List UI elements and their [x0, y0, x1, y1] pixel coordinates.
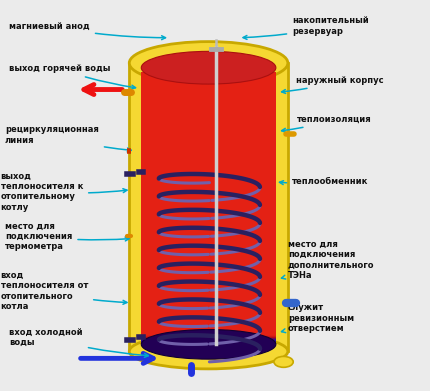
Polygon shape — [141, 127, 276, 336]
Polygon shape — [141, 137, 276, 336]
Polygon shape — [141, 303, 276, 339]
Polygon shape — [141, 224, 276, 338]
Text: выход горячей воды: выход горячей воды — [9, 65, 135, 89]
Text: наружный корпус: наружный корпус — [282, 76, 384, 93]
Polygon shape — [141, 82, 276, 335]
Polygon shape — [141, 252, 276, 338]
Polygon shape — [141, 206, 276, 337]
Polygon shape — [141, 307, 276, 339]
Polygon shape — [141, 229, 276, 338]
Polygon shape — [141, 183, 276, 337]
Polygon shape — [141, 275, 276, 339]
Polygon shape — [141, 284, 276, 339]
Polygon shape — [141, 188, 276, 337]
Polygon shape — [141, 257, 276, 338]
Polygon shape — [141, 211, 276, 337]
Ellipse shape — [274, 357, 293, 367]
Text: накопительный
резервуар: накопительный резервуар — [243, 16, 369, 39]
Polygon shape — [141, 243, 276, 338]
Text: место для
подключения
дополнительного
ТЭНа: место для подключения дополнительного ТЭ… — [281, 240, 375, 280]
Polygon shape — [141, 234, 276, 338]
Polygon shape — [141, 109, 276, 336]
Text: теплообменник: теплообменник — [280, 178, 369, 187]
Polygon shape — [141, 220, 276, 338]
Polygon shape — [141, 169, 276, 337]
Polygon shape — [141, 104, 276, 336]
Polygon shape — [141, 132, 276, 336]
Ellipse shape — [129, 334, 288, 369]
Polygon shape — [141, 326, 276, 339]
Polygon shape — [141, 215, 276, 337]
Text: магниевый анод: магниевый анод — [9, 22, 166, 39]
Polygon shape — [141, 192, 276, 337]
Polygon shape — [141, 114, 276, 336]
Polygon shape — [141, 238, 276, 338]
Polygon shape — [141, 330, 276, 339]
Polygon shape — [129, 63, 288, 352]
Polygon shape — [141, 118, 276, 336]
Polygon shape — [141, 123, 276, 336]
Text: теплоизоляция: теплоизоляция — [282, 115, 371, 132]
Polygon shape — [141, 294, 276, 339]
Polygon shape — [141, 340, 276, 344]
Polygon shape — [141, 151, 276, 337]
Polygon shape — [141, 261, 276, 338]
Text: служит
ревизионным
отверстием: служит ревизионным отверстием — [281, 303, 354, 333]
Polygon shape — [141, 266, 276, 339]
Text: вход
теплоносителя от
отопительного
котла: вход теплоносителя от отопительного котл… — [1, 271, 127, 311]
Polygon shape — [141, 201, 276, 337]
Polygon shape — [141, 160, 276, 337]
Polygon shape — [141, 91, 276, 335]
Polygon shape — [141, 289, 276, 339]
Text: место для
подключения
термометра: место для подключения термометра — [5, 222, 129, 251]
Polygon shape — [141, 77, 276, 335]
Ellipse shape — [141, 330, 276, 359]
Polygon shape — [141, 142, 276, 336]
Polygon shape — [141, 72, 276, 335]
Polygon shape — [141, 298, 276, 339]
Polygon shape — [141, 321, 276, 339]
Ellipse shape — [129, 41, 288, 84]
Polygon shape — [141, 312, 276, 339]
Polygon shape — [141, 95, 276, 335]
Polygon shape — [141, 271, 276, 339]
Text: выход
теплоносителя к
отопительному
котлу: выход теплоносителя к отопительному котл… — [1, 172, 127, 212]
Polygon shape — [141, 146, 276, 336]
Polygon shape — [141, 280, 276, 339]
Text: вход холодной
воды: вход холодной воды — [9, 328, 148, 357]
Polygon shape — [141, 174, 276, 337]
Polygon shape — [141, 155, 276, 337]
Ellipse shape — [141, 51, 276, 84]
Polygon shape — [141, 165, 276, 337]
Polygon shape — [141, 86, 276, 335]
Polygon shape — [141, 197, 276, 337]
Polygon shape — [141, 335, 276, 339]
Polygon shape — [141, 317, 276, 339]
Polygon shape — [141, 248, 276, 338]
Polygon shape — [141, 178, 276, 337]
Polygon shape — [141, 100, 276, 335]
Text: рециркуляционная
линия: рециркуляционная линия — [5, 126, 131, 152]
